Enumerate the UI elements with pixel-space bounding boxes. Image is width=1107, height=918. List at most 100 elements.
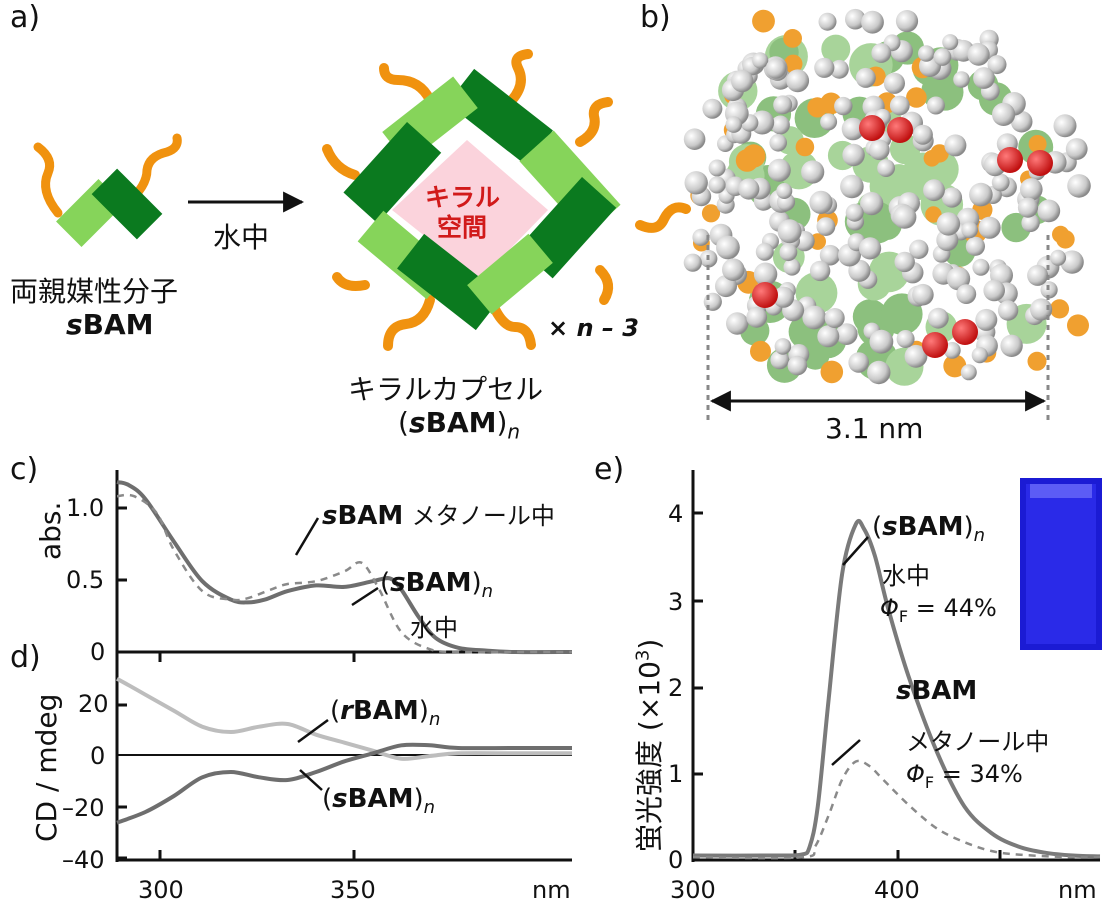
- cuvette-photo: [1020, 478, 1102, 650]
- hydrogen-atom: [683, 253, 702, 272]
- hydrogen-atom: [753, 262, 778, 286]
- hydrogen-atom: [912, 124, 933, 145]
- hydrogen-atom: [683, 128, 706, 150]
- arrow-label: 水中: [213, 221, 270, 254]
- hydrogen-atom: [783, 258, 801, 276]
- hydrogen-atom: [926, 96, 945, 115]
- hydrogen-atom: [770, 350, 790, 370]
- series-line-c-0: [116, 480, 573, 655]
- hydrogen-atom: [773, 286, 795, 308]
- hydrogen-atom: [895, 10, 919, 33]
- multiplier-label: × n – 3: [548, 314, 639, 342]
- hydrogen-atom: [708, 176, 726, 194]
- hydrogen-atom: [834, 96, 853, 116]
- hydrogen-atom: [835, 323, 858, 345]
- hydrogen-atom: [956, 284, 977, 304]
- oxygen-atom: [859, 115, 885, 141]
- hydrogen-atom: [855, 67, 876, 88]
- axis-d-xunit: nm: [532, 876, 571, 904]
- hydrogen-atom: [848, 352, 869, 373]
- axis-c-ylabel: abs.: [34, 501, 67, 560]
- hydrogen-atom: [1021, 213, 1040, 233]
- hydrogen-atom: [802, 305, 827, 330]
- monomer-illustration: [33, 133, 182, 247]
- carbon-atom: [750, 340, 771, 362]
- hydrogen-atom: [953, 71, 970, 88]
- hydrogen-atom: [1067, 174, 1091, 198]
- oxygen-atom: [752, 282, 778, 308]
- hydrogen-atom: [1053, 114, 1077, 138]
- hydrogen-atom: [904, 344, 928, 368]
- oxygen-atom: [952, 319, 978, 345]
- axis-d-xtick: 350: [330, 876, 376, 904]
- oxygen-atom: [1027, 150, 1053, 176]
- hydrogen-atom: [893, 205, 917, 229]
- hydrogen-atom: [787, 355, 808, 376]
- capsule-illustration: [322, 49, 691, 351]
- hydrogen-atom: [1050, 249, 1067, 266]
- axis-e-ytick: 1: [668, 760, 684, 788]
- hydrogen-atom: [755, 242, 774, 261]
- hydrogen-atom: [894, 251, 915, 273]
- hydrogen-atom: [817, 325, 840, 348]
- label-e-capsule: (sBAM)n: [872, 512, 986, 547]
- axis-e-ytick: 3: [668, 588, 684, 616]
- hydrogen-atom: [1017, 197, 1039, 218]
- hydrogen-atom: [1010, 110, 1033, 133]
- axis-c-ytick: 1.0: [66, 494, 105, 522]
- hydrogen-atom: [992, 102, 1016, 126]
- oxygen-atom: [922, 332, 948, 358]
- hydrogen-atom: [896, 330, 915, 348]
- cavity-label-1: キラル: [425, 183, 501, 212]
- hydrogen-atom: [889, 95, 910, 116]
- carbon-atom: [930, 144, 949, 163]
- carbon-atom: [925, 206, 942, 223]
- hydrogen-atom: [702, 98, 723, 119]
- capsule-name: キラルカプセル: [348, 373, 544, 406]
- axis-e-ylabel: 蛍光強度 (×103): [632, 638, 666, 852]
- carbon-atom: [1052, 225, 1070, 243]
- hydrogen-atom: [814, 57, 835, 78]
- axis-d-ytick: 20: [78, 690, 109, 718]
- hydrogen-atom: [819, 244, 841, 266]
- space-filling-model: [683, 8, 1091, 386]
- label-e-monomer: sBAM: [896, 676, 978, 706]
- monomer-code: sBAM: [66, 308, 154, 341]
- hydrogen-atom: [770, 115, 790, 135]
- hydrogen-atom: [871, 43, 892, 63]
- hydrogen-atom: [941, 187, 963, 208]
- axis-e-ytick: 4: [668, 500, 684, 528]
- hydrogen-atom: [965, 236, 986, 256]
- hydrogen-atom: [912, 283, 934, 306]
- hydrogen-atom: [684, 171, 708, 195]
- label-c-sbam: sBAM メタノール中: [322, 501, 555, 531]
- hydrogen-atom: [708, 159, 726, 177]
- hydrogen-atom: [936, 212, 961, 236]
- hydrogen-atom: [877, 159, 895, 178]
- hydrogen-atom: [830, 59, 849, 79]
- carbon-atom: [1027, 351, 1047, 371]
- carbon-atom: [906, 87, 927, 108]
- hydrogen-atom: [1027, 264, 1049, 286]
- hydrogen-atom: [840, 174, 864, 199]
- axis-e-xtick: 400: [874, 876, 920, 904]
- hydrogen-atom: [816, 217, 836, 237]
- carbon-atom: [1028, 135, 1047, 153]
- hydrogen-atom: [1000, 334, 1023, 357]
- carbon-atom: [820, 360, 844, 384]
- hydrogen-atom: [722, 258, 745, 282]
- hydrogen-atom: [786, 69, 810, 93]
- axis-d-xtick: 300: [138, 876, 184, 904]
- hydrogen-atom: [809, 260, 831, 282]
- hydrogen-atom: [859, 237, 882, 260]
- hydrogen-atom: [909, 239, 929, 259]
- carbon-atom: [742, 144, 766, 168]
- backbone-atom: [821, 34, 851, 64]
- axis-c-ytick: 0.5: [66, 566, 105, 594]
- hydrogen-atom: [883, 72, 906, 94]
- axes-d: [115, 652, 572, 862]
- carbon-atom: [943, 354, 967, 378]
- hydrogen-atom: [777, 219, 802, 244]
- hydrogen-atom: [841, 117, 865, 141]
